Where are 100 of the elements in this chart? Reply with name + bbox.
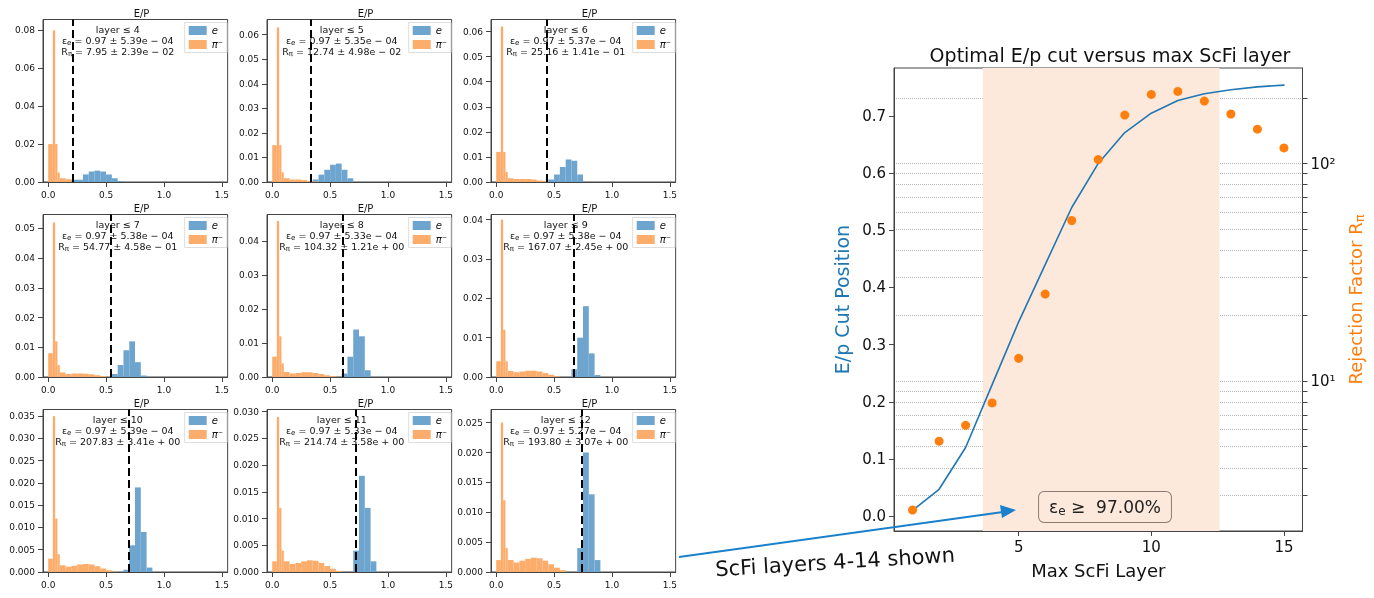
y-tick-label: 0.01: [462, 151, 483, 162]
annotation: layer ≤ 10: [92, 414, 143, 425]
y-tick-label: 0.01: [462, 332, 483, 343]
legend-label: e: [659, 25, 666, 36]
x-tick-label: 1.0: [380, 384, 396, 395]
y-tick-label: 0.0: [862, 507, 886, 526]
y-tick-label: 0.05: [462, 51, 483, 62]
chart-title: E/P: [357, 7, 374, 19]
y-tick-label: 0.025: [9, 455, 35, 466]
y-tick-label: 0.015: [9, 500, 35, 511]
x-tick-label: 5: [1013, 537, 1024, 556]
x-tick-label: 1.5: [438, 579, 454, 590]
y-tick-label: 0.00: [238, 372, 260, 382]
x-tick-label: 0.5: [98, 189, 114, 200]
legend-label: π⁻: [211, 234, 224, 245]
y-tick-label: 0.010: [233, 513, 260, 524]
y2-axis-title: Rejection Factor Rπ: [1345, 214, 1367, 385]
x-tick-label: 0.0: [41, 384, 56, 395]
y-tick-label: 0.02: [238, 304, 259, 315]
legend-label: e: [659, 220, 666, 231]
y-tick-label: 0.005: [9, 544, 35, 555]
x-tick-label: 0.0: [265, 579, 280, 590]
chart-title: E/P: [357, 202, 374, 214]
y-tick-label: 0.00: [462, 372, 484, 382]
x-tick-label: 1.0: [156, 189, 172, 200]
legend-label: π⁻: [211, 429, 224, 440]
legend-label: π⁻: [435, 234, 448, 245]
y-tick-label: 0.06: [14, 63, 36, 74]
chart-title: E/P: [581, 397, 598, 409]
text: ScFi layers 4-14 shown: [714, 542, 956, 582]
x-tick-label: 0.0: [489, 579, 504, 590]
chart-title: E/P: [581, 7, 598, 19]
legend-label: π⁻: [659, 234, 672, 245]
x-tick-label: 1.0: [156, 384, 172, 395]
legend-label: e: [435, 25, 442, 36]
y-tick-label: 0.03: [238, 270, 259, 281]
y-tick-label: 0.00: [238, 177, 260, 187]
x-tick-label: 0.5: [98, 579, 114, 590]
x-tick-label: 15: [1274, 537, 1294, 556]
x-axis-title: Max ScFi Layer: [1031, 559, 1166, 581]
x-tick-label: 1.5: [214, 384, 230, 395]
x-tick-label: 0.0: [489, 189, 504, 200]
annotation: layer ≤ 7: [95, 219, 140, 230]
x-tick-label: 0.0: [489, 384, 504, 395]
y-tick-label: 0.3: [862, 335, 886, 354]
x-tick-label: 1.5: [662, 189, 678, 200]
annotation: layer ≤ 5: [319, 24, 364, 35]
y-tick-label: 0.03: [14, 282, 35, 293]
y-tick-label: 0.01: [14, 342, 35, 353]
x-tick-label: 0.5: [546, 579, 562, 590]
y-tick-label: 0.02: [462, 126, 483, 137]
y-tick-label: 0.02: [14, 139, 35, 150]
x-tick-label: 0.5: [322, 189, 338, 200]
y-tick-label: 0.4: [862, 278, 886, 297]
x-tick-label: 0.5: [98, 384, 114, 395]
y-tick-label: 0.030: [9, 433, 36, 444]
legend-label: e: [435, 415, 442, 426]
y-tick-label: 0.020: [233, 460, 260, 471]
annotation: layer ≤ 9: [543, 219, 588, 230]
chart-title: E/P: [581, 202, 598, 214]
chart-title: E/P: [133, 202, 150, 214]
x-tick-label: 0.5: [546, 189, 562, 200]
annotation: layer ≤ 8: [319, 219, 364, 230]
legend-label: π⁻: [211, 39, 224, 50]
legend-label: e: [659, 415, 666, 426]
legend-label: e: [211, 220, 218, 231]
x-tick-label: 1.0: [604, 579, 620, 590]
x-tick-label: 0.0: [41, 579, 56, 590]
x-tick-label: 0.0: [41, 189, 56, 200]
x-tick-label: 1.0: [156, 579, 172, 590]
y-tick-label: 0.2: [862, 392, 886, 411]
y-tick-label: 0.7: [862, 107, 886, 126]
y-tick-label: 0.1: [862, 449, 886, 468]
x-tick-label: 0.5: [322, 384, 338, 395]
y-tick-label: 0.030: [233, 406, 260, 417]
y-tick-label: 0.02: [462, 293, 483, 304]
chart-title: Optimal E/p cut versus max ScFi layer: [929, 43, 1291, 66]
x-tick-label: 1.5: [214, 189, 230, 200]
y-tick-label: 0.03: [238, 103, 259, 114]
y-tick-label: 0.020: [457, 447, 484, 458]
y-tick-label: 0.010: [457, 507, 484, 518]
y-tick-label: 0.04: [238, 236, 260, 247]
y-tick-label: 0.00: [14, 177, 36, 187]
legend-label: e: [211, 415, 218, 426]
y-tick-label: 0.010: [9, 522, 36, 533]
y2-tick-label: 10²: [1310, 154, 1336, 173]
x-tick-label: 1.0: [380, 189, 396, 200]
x-tick-label: 1.0: [380, 579, 396, 590]
y-tick-label: 0.02: [238, 127, 259, 138]
y-tick-label: 0.025: [457, 417, 483, 428]
y-tick-label: 0.04: [14, 253, 36, 264]
legend-label: π⁻: [435, 429, 448, 440]
y-tick-label: 0.04: [238, 78, 260, 89]
chart-title: E/P: [133, 397, 150, 409]
x-tick-label: 1.5: [662, 384, 678, 395]
y-axis-title: E/p Cut Position: [830, 224, 853, 375]
chart-title: E/P: [133, 7, 150, 19]
y-tick-label: 0.020: [9, 477, 36, 488]
y-tick-label: 0.08: [14, 25, 36, 36]
annotation: layer ≤ 12: [540, 414, 591, 425]
